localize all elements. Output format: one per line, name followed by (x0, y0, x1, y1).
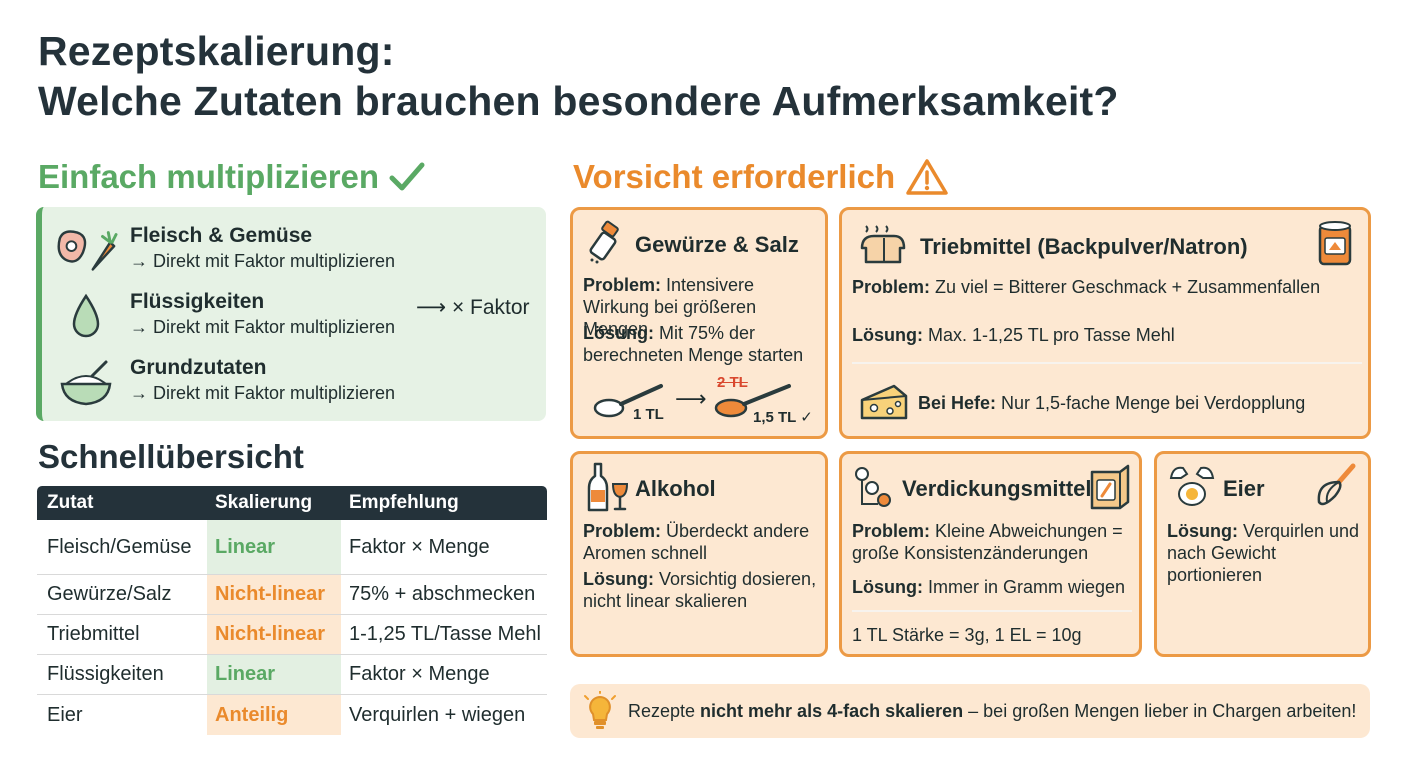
card-title: Eier (1223, 476, 1265, 501)
column-header: Zutat (47, 492, 94, 513)
simple-heading-text: Einfach multiplizieren (38, 158, 380, 195)
wine-bottle-glass-icon (587, 462, 629, 512)
caution-heading-text: Vorsicht erforderlich (573, 158, 896, 195)
cell-empfehlung: 75% + abschmecken (349, 583, 536, 605)
cell-empfehlung: 1-1,25 TL/Tasse Mehl (349, 623, 541, 645)
baking-powder-can-icon (1318, 221, 1352, 266)
card-title: Triebmittel (Backpulver/Natron) (920, 234, 1248, 259)
cell-skalierung: Linear (207, 655, 341, 694)
card-spices: Gewürze & Salz Problem: Intensivere Wirk… (570, 207, 828, 439)
card-yeast-note: Bei Hefe: Nur 1,5-fache Menge bei Verdop… (918, 393, 1306, 413)
cell-empfehlung: Faktor × Menge (349, 535, 490, 558)
divider (852, 610, 1132, 612)
cheese-yeast-icon (860, 384, 908, 420)
flour-bowl-icon (54, 355, 118, 411)
cell-zutat: Fleisch/Gemüse (47, 535, 192, 558)
table-header: Zutat Skalierung Empfehlung (37, 486, 547, 520)
title-line-1: Rezeptskalierung: (38, 28, 395, 74)
table-row: Flüssigkeiten Linear Faktor × Menge (37, 655, 547, 695)
spoon-icon (593, 384, 663, 418)
card-solution: Lösung: Max. 1-1,25 TL pro Tasse Mehl (852, 325, 1175, 345)
cell-zutat: Flüssigkeiten (47, 663, 164, 685)
cell-zutat: Eier (47, 703, 83, 726)
whisk-icon (1317, 463, 1356, 506)
cell-skalierung: Nicht-linear (207, 575, 341, 614)
measuring-spoons-icon (855, 467, 891, 507)
factor-label: ⟶ × Faktor (416, 296, 530, 319)
title-line-2: Welche Zutaten brauchen besondere Aufmer… (38, 78, 1119, 124)
spoon-label-result: 1,5 TL ✓ (753, 409, 813, 426)
table-row: Gewürze/Salz Nicht-linear 75% + abschmec… (37, 575, 547, 615)
card-conversion-note: 1 TL Stärke = 3g, 1 EL = 10g (852, 625, 1082, 645)
column-header: Empfehlung (349, 492, 459, 513)
simple-heading: Einfach multiplizieren (38, 158, 425, 196)
simple-item-sub: → Direkt mit Faktor multiplizieren (130, 317, 396, 337)
card-problem: Problem: Zu viel = Bitterer Geschmack + … (852, 277, 1321, 297)
tip-text: Rezepte nicht mehr als 4-fach skalieren … (628, 700, 1357, 721)
simple-item-meat: Fleisch & Gemüse → Direkt mit Faktor mul… (54, 223, 395, 279)
column-header: Skalierung (215, 492, 313, 513)
simple-item-title: Grundzutaten (130, 356, 267, 379)
simple-item-sub: → Direkt mit Faktor multiplizieren (130, 383, 396, 403)
cell-skalierung: Linear (207, 520, 341, 574)
simple-item-title: Flüssigkeiten (130, 290, 265, 313)
card-solution: Lösung: Immer in Gramm wiegen (852, 577, 1126, 597)
card-title: Verdickungsmittel (902, 476, 1092, 501)
simple-item-title: Fleisch & Gemüse (130, 224, 313, 247)
overview-heading: Schnellübersicht (38, 438, 304, 475)
cell-zutat: Triebmittel (47, 623, 140, 645)
cell-empfehlung: Faktor × Menge (349, 663, 490, 685)
simple-item-liquid: Flüssigkeiten → Direkt mit Faktor multip… (54, 289, 395, 345)
card-thickener: Verdickungsmittel Problem: Kleine Abweic… (839, 451, 1142, 657)
cell-skalierung: Nicht-linear (207, 615, 341, 654)
card-leavening: Triebmittel (Backpulver/Natron) Problem:… (839, 207, 1371, 439)
arrow-icon: ⟶ (675, 386, 707, 411)
card-problem: Problem: Kleine Abweichungen = große Kon… (852, 521, 1123, 563)
table-row: Triebmittel Nicht-linear 1-1,25 TL/Tasse… (37, 615, 547, 655)
lightbulb-icon (584, 691, 616, 729)
spice-spoon-icon (714, 384, 791, 418)
starch-box-icon (1090, 464, 1130, 510)
divider (852, 362, 1362, 364)
salt-shaker-icon (589, 220, 619, 264)
warning-icon (906, 159, 948, 195)
strike-label: 2 TL (717, 374, 748, 391)
table-row: Fleisch/Gemüse Linear Faktor × Menge (37, 520, 547, 575)
card-alcohol: Alkohol Problem: Überdeckt andere Aromen… (570, 451, 828, 657)
cell-zutat: Gewürze/Salz (47, 583, 172, 605)
card-problem: Problem: Intensivere Wirkung bei größere… (583, 275, 757, 339)
meat-vegetable-icon (54, 223, 118, 279)
cell-skalierung: Anteilig (207, 695, 341, 735)
page-title: Rezeptskalierung: Welche Zutaten brauche… (38, 26, 1119, 126)
checkmark-icon (389, 162, 425, 191)
cell-empfehlung: Verquirlen + wiegen (349, 703, 526, 726)
card-problem: Problem: Überdeckt andere Aromen schnell (583, 521, 810, 563)
card-solution: Lösung: Mit 75% der berechneten Menge st… (583, 323, 804, 365)
table-row: Eier Anteilig Verquirlen + wiegen (37, 695, 547, 735)
droplet-icon (54, 289, 118, 345)
simple-item-sub: → Direkt mit Faktor multiplizieren (130, 251, 396, 271)
card-solution: Lösung: Vorsichtig dosieren, nicht linea… (583, 569, 817, 611)
caution-heading: Vorsicht erforderlich (573, 158, 949, 196)
card-title: Gewürze & Salz (635, 232, 799, 257)
card-title: Alkohol (635, 476, 716, 501)
simple-item-basics: Grundzutaten → Direkt mit Faktor multipl… (54, 355, 395, 411)
overview-table: Zutat Skalierung Empfehlung Fleisch/Gemü… (37, 486, 547, 735)
simple-box: Fleisch & Gemüse → Direkt mit Faktor mul… (36, 207, 546, 421)
card-eggs: Eier Lösung: Verquirlen und nach Gewicht… (1154, 451, 1371, 657)
cracked-egg-icon (1169, 466, 1215, 506)
spoon-label: 1 TL (633, 406, 664, 423)
card-solution: Lösung: Verquirlen und nach Gewicht port… (1167, 521, 1360, 585)
bread-icon (860, 225, 906, 264)
tip-banner: Rezepte nicht mehr als 4-fach skalieren … (570, 684, 1370, 738)
